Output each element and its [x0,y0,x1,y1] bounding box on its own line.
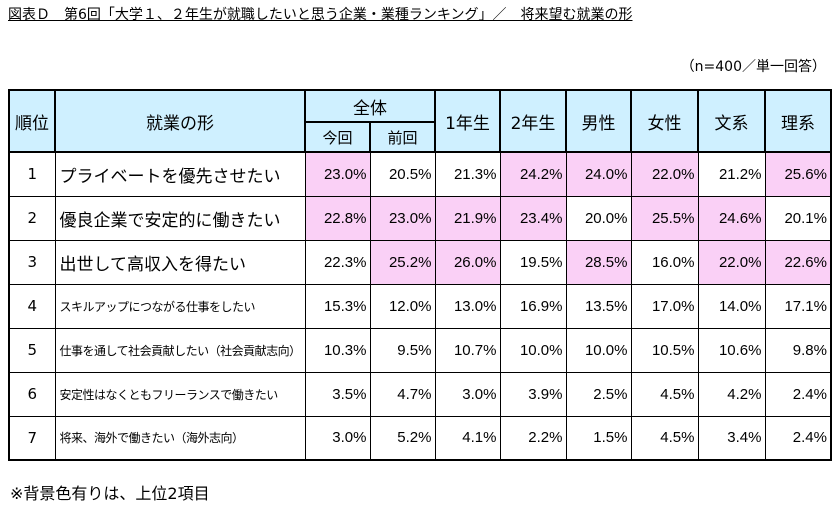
value-cell: 13.5% [565,283,632,329]
form-label-cell: 仕事を通して社会貢献したい（社会貢献志向） [54,327,306,373]
value-cell: 22.3% [304,239,371,285]
value-cell-top2: 24.0% [565,151,632,197]
value-cell: 21.2% [697,151,766,197]
value-cell-top2: 23.0% [304,151,371,197]
value-cell: 9.8% [764,327,832,373]
value-cell: 4.5% [630,415,699,461]
value-cell: 3.5% [304,371,371,417]
value-cell: 1.5% [565,415,632,461]
value-cell-top2: 24.6% [697,195,766,241]
value-cell: 13.0% [434,283,501,329]
table-body: 1 プライベートを優先させたい 23.0% 20.5% 21.3% 24.2% 24.0% 2… [8,151,832,461]
value-cell: 17.1% [764,283,832,329]
value-cell: 17.0% [630,283,699,329]
rank-cell: 3 [8,239,56,285]
value-cell: 12.0% [369,283,436,329]
value-cell: 4.1% [434,415,501,461]
table-row: 4 スキルアップにつながる仕事をしたい 15.3% 12.0% 13.0% 16.9% 13… [8,283,832,329]
value-cell: 10.0% [499,327,567,373]
table-row: 3 出世して高収入を得たい 22.3% 25.2% 26.0% 19.5% 28.5% 16.… [8,239,832,285]
table-row: 6 安定性はなくともフリーランスで働きたい 3.5% 4.7% 3.0% 3.9% 2.5%… [8,371,832,417]
form-label-cell: スキルアップにつながる仕事をしたい [54,283,306,329]
value-cell-top2: 23.4% [499,195,567,241]
sample-size-note: （n=400／単一回答） [680,59,826,75]
value-cell: 2.5% [565,371,632,417]
value-cell-top2: 25.5% [630,195,699,241]
form-label-cell: プライベートを優先させたい [54,151,306,197]
value-cell: 10.7% [434,327,501,373]
value-cell-top2: 25.6% [764,151,832,197]
value-cell: 2.2% [499,415,567,461]
rank-cell: 6 [8,371,56,417]
header-rank: 順位 [8,89,56,153]
value-cell: 20.0% [565,195,632,241]
value-cell: 16.0% [630,239,699,285]
figure-title: 図表Ｄ 第6回「大学１、２年生が就職したいと思う企業・業種ランキング」／ 将来望… [8,7,633,23]
value-cell: 3.4% [697,415,766,461]
header-year2: 2年生 [499,89,567,153]
footnote: ※背景色有りは、上位2項目 [10,484,210,503]
header-previous: 前回 [369,121,436,153]
value-cell: 5.2% [369,415,436,461]
value-cell: 16.9% [499,283,567,329]
header-overall: 全体 [304,89,436,123]
value-cell: 10.6% [697,327,766,373]
value-cell-top2: 22.0% [630,151,699,197]
value-cell: 21.3% [434,151,501,197]
form-label-cell: 出世して高収入を得たい [54,239,306,285]
header-year1: 1年生 [434,89,501,153]
value-cell: 3.0% [434,371,501,417]
value-cell-top2: 26.0% [434,239,501,285]
rank-cell: 5 [8,327,56,373]
value-cell-top2: 28.5% [565,239,632,285]
value-cell: 10.5% [630,327,699,373]
rank-cell: 1 [8,151,56,197]
value-cell: 3.9% [499,371,567,417]
rank-cell: 4 [8,283,56,329]
value-cell-top2: 21.9% [434,195,501,241]
form-label-cell: 優良企業で安定的に働きたい [54,195,306,241]
value-cell: 20.5% [369,151,436,197]
form-label-cell: 将来、海外で働きたい（海外志向） [54,415,306,461]
value-cell: 20.1% [764,195,832,241]
value-cell: 19.5% [499,239,567,285]
table-row: 2 優良企業で安定的に働きたい 22.8% 23.0% 21.9% 23.4% 20.0% 2… [8,195,832,241]
value-cell-top2: 25.2% [369,239,436,285]
rank-cell: 7 [8,415,56,461]
value-cell: 10.3% [304,327,371,373]
header-male: 男性 [565,89,632,153]
table-row: 7 将来、海外で働きたい（海外志向） 3.0% 5.2% 4.1% 2.2% 1.5% 4.5… [8,415,832,461]
value-cell-top2: 24.2% [499,151,567,197]
value-cell-top2: 22.6% [764,239,832,285]
header-current: 今回 [304,121,371,153]
value-cell: 4.2% [697,371,766,417]
value-cell: 9.5% [369,327,436,373]
value-cell-top2: 23.0% [369,195,436,241]
value-cell-top2: 22.0% [697,239,766,285]
form-label-cell: 安定性はなくともフリーランスで働きたい [54,371,306,417]
value-cell: 2.4% [764,415,832,461]
header-female: 女性 [630,89,699,153]
value-cell: 15.3% [304,283,371,329]
table-row: 1 プライベートを優先させたい 23.0% 20.5% 21.3% 24.2% 24.0% 2… [8,151,832,197]
header-humanities: 文系 [697,89,766,153]
header-form: 就業の形 [54,89,306,153]
table-row: 5 仕事を通して社会貢献したい（社会貢献志向） 10.3% 9.5% 10.7% 10.0… [8,327,832,373]
value-cell: 14.0% [697,283,766,329]
ranking-table: 順位 就業の形 全体 1年生 2年生 男性 女性 文系 理系 今回 前回 1 プラ… [8,89,832,461]
header-science: 理系 [764,89,832,153]
value-cell: 3.0% [304,415,371,461]
value-cell: 4.5% [630,371,699,417]
value-cell: 4.7% [369,371,436,417]
value-cell: 10.0% [565,327,632,373]
value-cell-top2: 22.8% [304,195,371,241]
rank-cell: 2 [8,195,56,241]
value-cell: 2.4% [764,371,832,417]
